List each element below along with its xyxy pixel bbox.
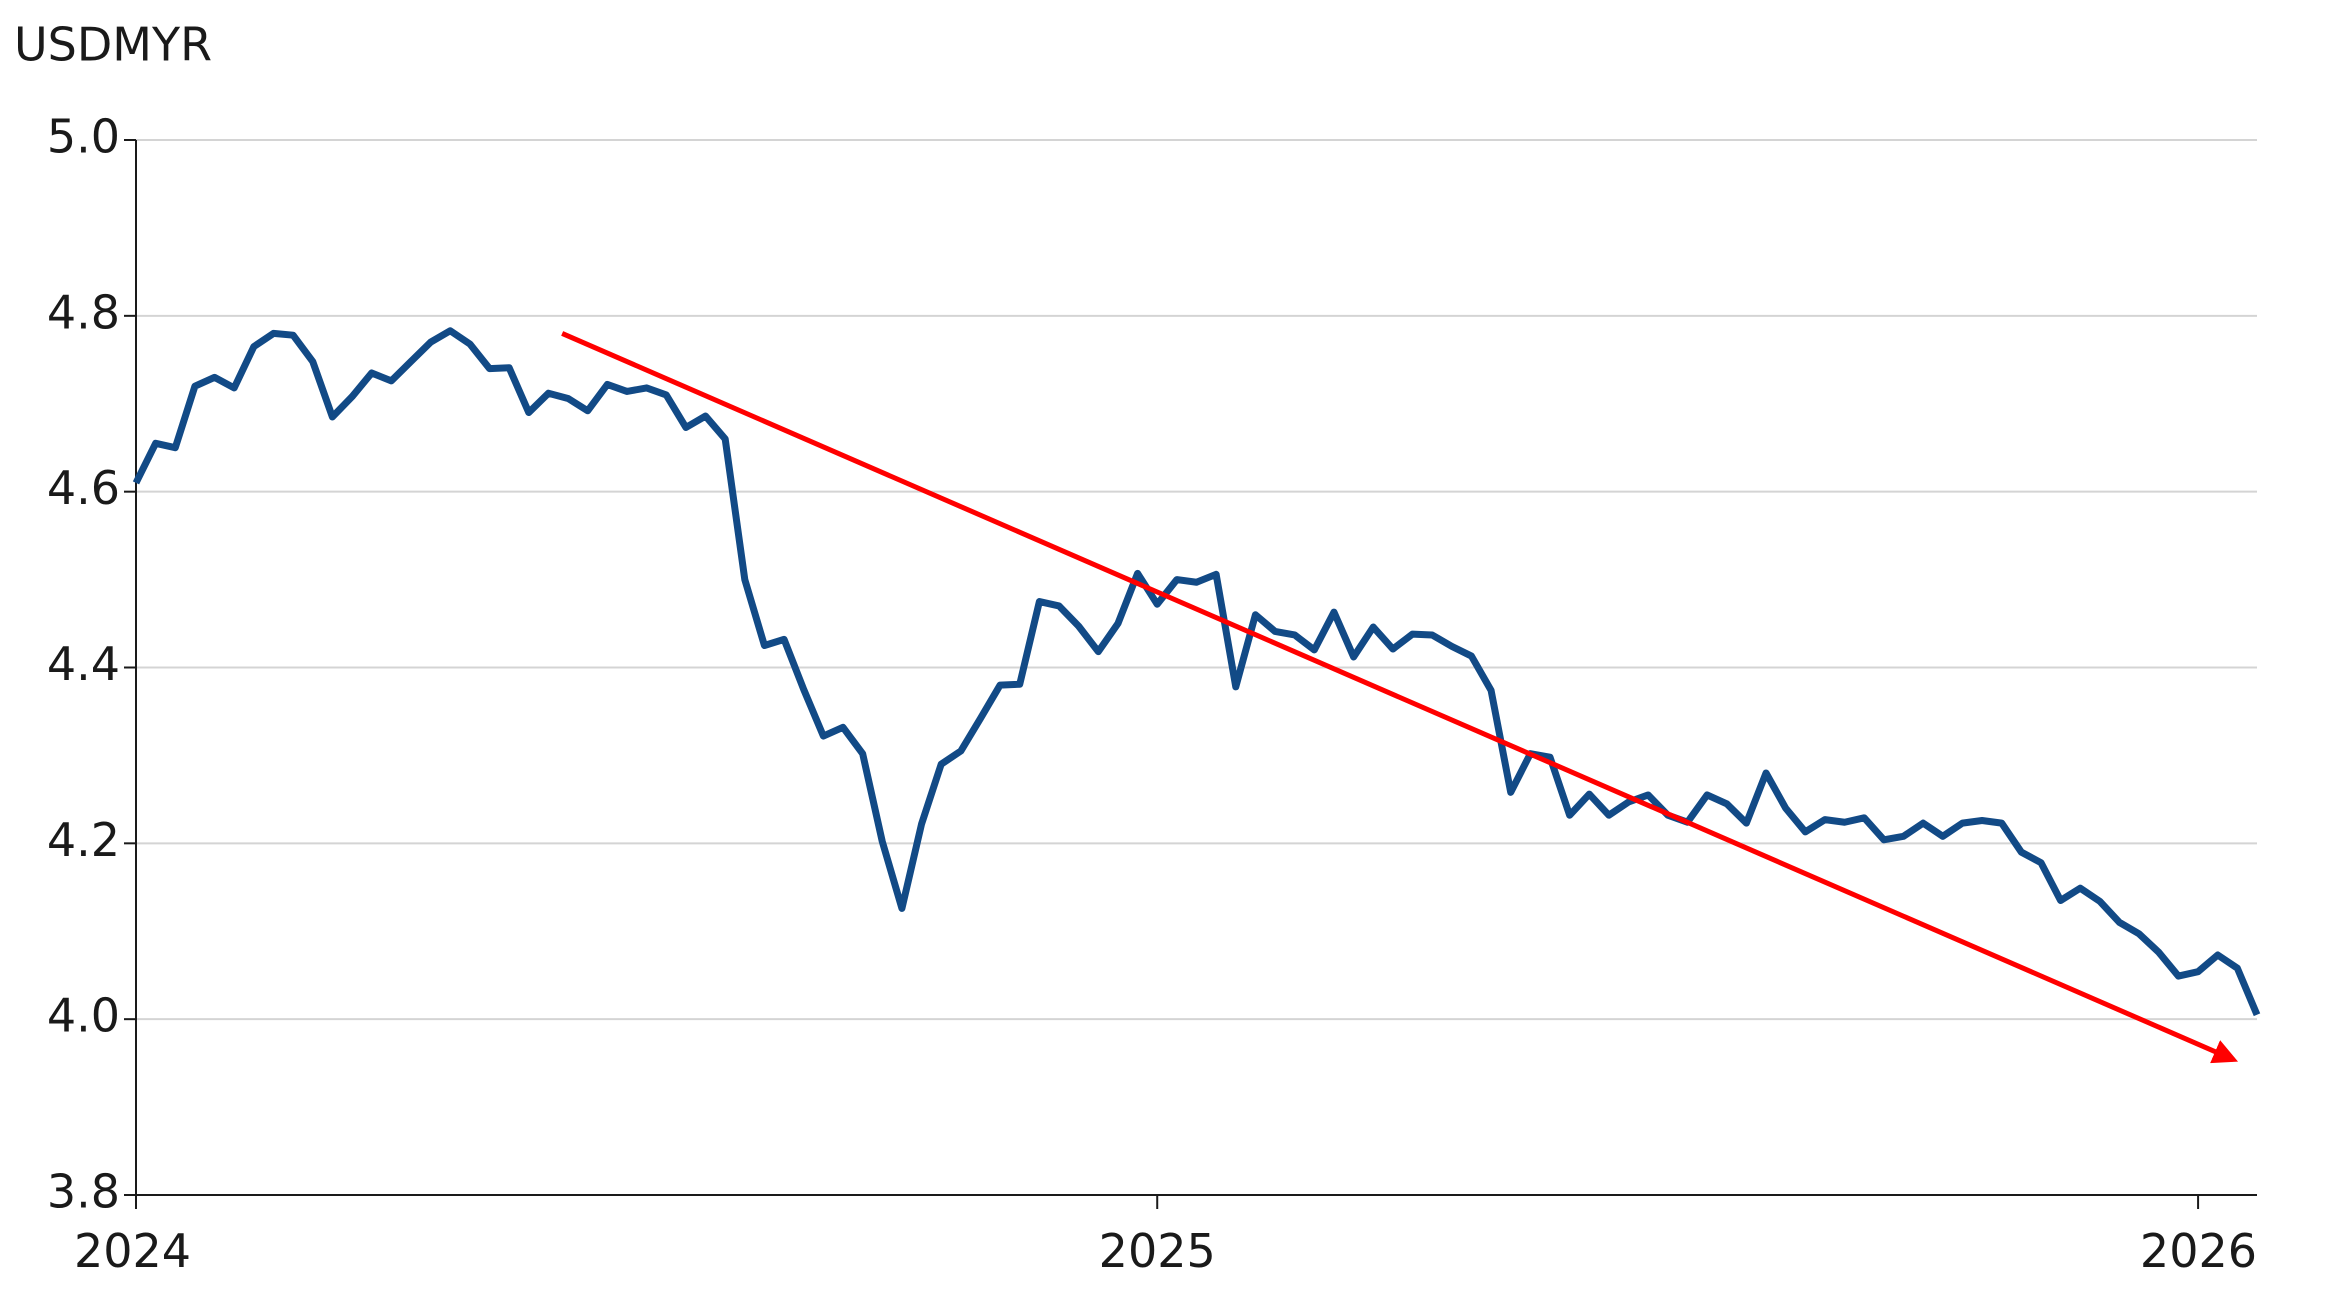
y-tick-label: 4.8 [47,285,120,339]
y-tick-label: 4.4 [47,637,120,691]
line-series [132,327,2261,1017]
chart-title: USDMYR [14,18,212,72]
x-tick-label: 2024 [74,1224,191,1278]
y-tick-label: 5.0 [47,110,120,164]
x-tick-label: 2026 [2140,1224,2257,1278]
y-tick-label: 4.6 [47,461,120,515]
x-tick-label: 2025 [1099,1224,1216,1278]
y-tick-label: 4.0 [47,989,120,1043]
y-tick-label: 4.2 [47,813,120,867]
trend-arrow [561,331,2239,1064]
y-tick-label: 3.8 [47,1165,120,1219]
